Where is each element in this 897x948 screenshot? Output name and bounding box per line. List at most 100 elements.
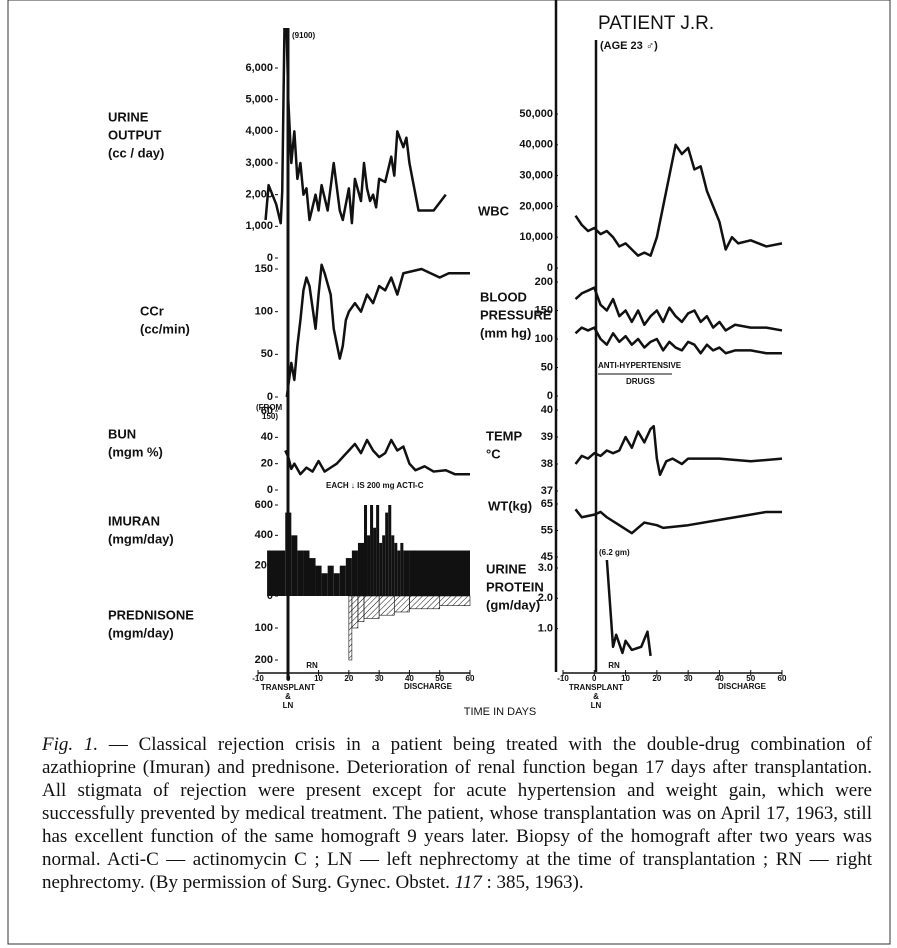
caption-text: 117: [454, 872, 482, 893]
bar: [348, 595, 353, 661]
bar: [379, 542, 383, 596]
bar: [394, 542, 398, 596]
caption-text: Fig. 1.: [42, 734, 99, 755]
panel-title: WBC: [478, 203, 510, 218]
y-tick-label: 50: [541, 361, 553, 373]
bar: [400, 542, 404, 596]
x-tick-label: -10: [252, 674, 264, 683]
bar: [285, 512, 292, 596]
y-tick-label: 1.0: [538, 623, 553, 635]
annotation: EACH ↓ IS 200 mg ACTI-C: [326, 481, 424, 490]
x-tick-label: 60: [778, 674, 787, 683]
y-tick-label: 600: [255, 499, 273, 511]
x-tick-label: 20: [652, 674, 661, 683]
y-tick-label: 4,000: [245, 125, 273, 137]
panel-title: (mgm/day): [108, 625, 174, 640]
bar: [357, 542, 364, 596]
bar: [333, 573, 340, 596]
x-axis-title: TIME IN DAYS: [464, 706, 537, 718]
x-tick-label: 50: [435, 674, 444, 683]
panel-title: BUN: [108, 426, 136, 441]
panel-title: URINE: [486, 561, 527, 576]
bar: [339, 565, 346, 596]
panel-title: TEMP: [486, 428, 522, 443]
bar: [385, 512, 389, 596]
y-tick-label: 3.0: [538, 562, 553, 574]
bar: [391, 535, 395, 596]
bar: [291, 535, 298, 596]
panel-title: (cc / day): [108, 145, 164, 160]
annotation: (6.2 gm): [599, 548, 630, 557]
bar: [382, 535, 386, 596]
x-tick-label: 40: [405, 674, 414, 683]
annotation: 150): [262, 412, 278, 421]
bar: [327, 565, 334, 596]
y-tick-label: 20: [261, 458, 273, 470]
panel-title: (cc/min): [140, 321, 190, 336]
annotation: (AGE 23 ♂): [600, 40, 658, 52]
panel-title: WT(kg): [488, 498, 532, 513]
bar: [409, 550, 470, 596]
bar: [364, 505, 368, 596]
bar: [351, 595, 359, 629]
y-tick-label: 0: [547, 390, 553, 402]
bar: [403, 550, 410, 596]
x-tick-label: 30: [375, 674, 384, 683]
y-tick-label: 1,000: [245, 220, 273, 232]
bar: [267, 550, 286, 596]
annotation: &: [593, 692, 599, 701]
panel-title: (mgm %): [108, 444, 163, 459]
panel-title: PREDNISONE: [108, 607, 194, 622]
x-tick-label: 0: [286, 674, 291, 683]
bar: [321, 573, 328, 596]
data-line: [574, 286, 783, 332]
y-tick-label: 3,000: [245, 157, 273, 169]
y-tick-label: 6,000: [245, 62, 273, 74]
annotation: TRANSPLANT: [569, 683, 623, 692]
y-tick-label: 50,000: [519, 108, 553, 120]
annotation: LN: [591, 701, 602, 710]
panel-title: PROTEIN: [486, 579, 544, 594]
caption: Fig. 1. — Classical rejection crisis in …: [42, 733, 872, 894]
annotation: LN: [283, 701, 294, 710]
y-tick-label: 37: [541, 485, 553, 497]
bar: [373, 527, 377, 596]
x-tick-label: 60: [466, 674, 475, 683]
y-tick-label: 55: [541, 524, 553, 536]
annotation: DISCHARGE: [718, 682, 767, 691]
caption-text: : 385, 1963).: [481, 872, 584, 893]
x-tick-label: 30: [684, 674, 693, 683]
panel-title: BLOOD: [480, 289, 527, 304]
y-tick-label: 40: [261, 431, 273, 443]
bar: [315, 565, 322, 596]
bar: [397, 550, 401, 596]
y-tick-label: 45: [541, 551, 553, 563]
y-tick-label: 0: [547, 262, 553, 274]
bar: [393, 595, 410, 613]
y-tick-label: 100: [255, 622, 273, 634]
y-tick-label: 30,000: [519, 170, 553, 182]
bar: [409, 595, 441, 610]
bar: [370, 505, 374, 596]
bar: [367, 535, 371, 596]
x-tick-label: 0: [592, 674, 597, 683]
y-tick-label: 0: [267, 252, 273, 264]
annotation: ANTI-HYPERTENSIVE: [598, 361, 682, 370]
annotation: TRANSPLANT: [261, 683, 315, 692]
y-tick-label: 100: [255, 306, 273, 318]
data-line: [574, 143, 783, 257]
y-tick-label: 10,000: [519, 231, 553, 243]
y-tick-label: 40,000: [519, 139, 553, 151]
annotation: &: [285, 692, 291, 701]
panel-title: °C: [486, 446, 501, 461]
x-tick-label: 20: [344, 674, 353, 683]
panel-title: (gm/day): [486, 597, 540, 612]
bar: [345, 558, 352, 596]
panel-title: CCr: [140, 303, 164, 318]
y-tick-label: 200: [535, 276, 553, 288]
panel-title: IMURAN: [108, 513, 160, 528]
x-tick-label: -10: [557, 674, 569, 683]
x-tick-label: 40: [715, 674, 724, 683]
